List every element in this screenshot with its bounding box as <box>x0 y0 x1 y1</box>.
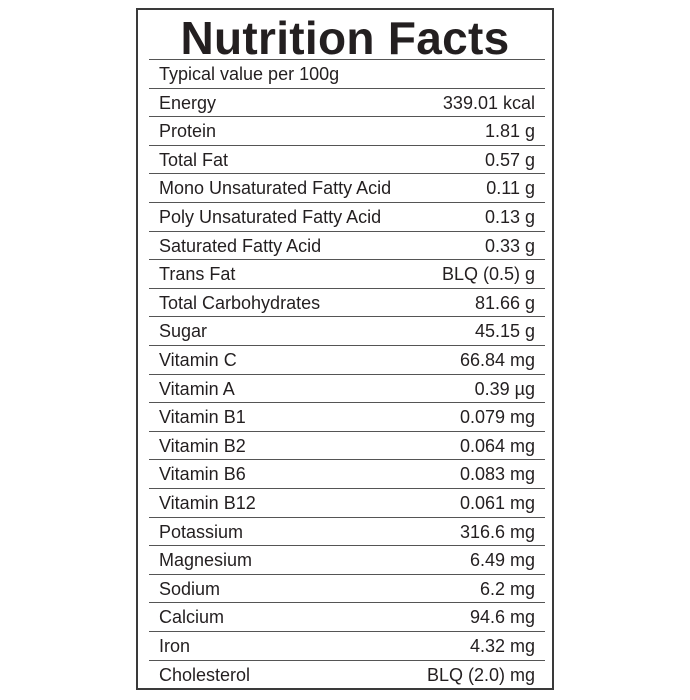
nutrient-row: Total Carbohydrates 81.66 g <box>149 287 545 317</box>
nutrient-row: Trans Fat BLQ (0.5) g <box>149 259 545 288</box>
nutrient-row: Saturated Fatty Acid 0.33 g <box>149 230 545 260</box>
nutrient-name: Iron <box>159 636 191 656</box>
nutrient-value: BLQ (0.5) g <box>441 264 535 285</box>
nutrient-name: Saturated Fatty Acid <box>159 235 322 256</box>
nutrient-name: Vitamin C <box>159 350 237 370</box>
nutrient-row: Magnesium 6.49 mg <box>149 545 545 574</box>
nutrient-row: Vitamin B6 0.083 mg <box>149 459 545 488</box>
nutrient-name: Trans Fat <box>159 264 236 285</box>
nutrient-value: 0.079 mg <box>459 407 535 428</box>
title: Nutrition Facts <box>180 12 510 64</box>
nutrient-name: Vitamin B6 <box>159 464 246 485</box>
nutrient-value: 0.061 mg <box>459 493 535 513</box>
nutrient-name: Potassium <box>159 521 244 542</box>
nutrient-row: Mono Unsaturated Fatty Acid 0.11 g <box>149 173 545 202</box>
nutrient-name: Total Carbohydrates <box>159 292 321 313</box>
nutrient-value: 94.6 mg <box>469 607 535 628</box>
nutrient-value: 6.2 mg <box>479 578 535 599</box>
nutrient-name: Protein <box>159 121 217 142</box>
nutrient-row: Protein 1.81 g <box>149 116 545 145</box>
nutrient-value: 0.064 mg <box>459 435 535 456</box>
nutrient-row: Calcium 94.6 mg <box>149 602 545 631</box>
nutrient-row: Total Fat 0.57 g <box>149 144 545 174</box>
nutrient-row: Energy 339.01 kcal <box>149 87 545 117</box>
nutrient-row: Vitamin A 0.39 µg <box>149 373 545 403</box>
nutrient-row: Sodium 6.2 mg <box>149 573 545 603</box>
nutrient-value: 0.11 g <box>486 178 535 199</box>
nutrient-name: Cholesterol <box>159 664 251 685</box>
nutrient-value: BLQ (2.0) mg <box>426 664 535 685</box>
nutrient-value: 66.84 mg <box>459 350 535 370</box>
nutrient-value: 0.13 g <box>484 207 535 227</box>
nutrient-value: 0.39 µg <box>474 378 535 399</box>
nutrient-row: Potassium 316.6 mg <box>149 516 545 546</box>
nutrient-value: 0.33 g <box>484 235 535 256</box>
nutrient-row: Vitamin B2 0.064 mg <box>149 430 545 460</box>
nutrient-value: 339.01 kcal <box>442 92 535 113</box>
nutrient-row: Vitamin B1 0.079 mg <box>149 402 545 431</box>
nutrient-name: Mono Unsaturated Fatty Acid <box>159 178 392 199</box>
nutrient-name: Energy <box>159 92 217 113</box>
nutrient-value: 0.57 g <box>484 149 535 170</box>
nutrient-value: 316.6 mg <box>459 521 535 542</box>
nutrient-name: Total Fat <box>159 149 229 170</box>
nutrient-name: Vitamin B2 <box>159 435 246 456</box>
subtitle-row: Typical value per 100g <box>149 59 545 88</box>
nutrient-row: Vitamin C 66.84 mg <box>149 345 545 374</box>
nutrient-name: Magnesium <box>159 550 253 571</box>
nutrient-value: 4.32 mg <box>469 636 535 656</box>
nutrient-value: 81.66 g <box>474 292 535 313</box>
nutrient-name: Vitamin A <box>159 378 235 399</box>
nutrient-name: Vitamin B1 <box>159 407 246 428</box>
nutrient-row: Cholesterol BLQ (2.0) mg <box>149 659 545 689</box>
nutrient-value: 6.49 mg <box>469 550 535 571</box>
nutrient-name: Sugar <box>159 321 208 342</box>
nutrient-name: Sodium <box>159 578 221 599</box>
nutrient-value: 0.083 mg <box>459 464 535 485</box>
nutrient-row: Iron 4.32 mg <box>149 631 545 660</box>
nutrient-row: Vitamin B12 0.061 mg <box>149 488 545 517</box>
nutrient-name: Vitamin B12 <box>159 493 256 513</box>
nutrition-label: Nutrition Facts Typical value per 100g E… <box>136 8 554 690</box>
nutrient-value: 45.15 g <box>474 321 535 342</box>
nutrient-name: Poly Unsaturated Fatty Acid <box>159 207 382 227</box>
nutrient-value: 1.81 g <box>484 121 535 142</box>
nutrient-row: Poly Unsaturated Fatty Acid 0.13 g <box>149 202 545 231</box>
subtitle: Typical value per 100g <box>159 64 340 84</box>
nutrient-name: Calcium <box>159 607 225 628</box>
nutrient-row: Sugar 45.15 g <box>149 316 545 345</box>
